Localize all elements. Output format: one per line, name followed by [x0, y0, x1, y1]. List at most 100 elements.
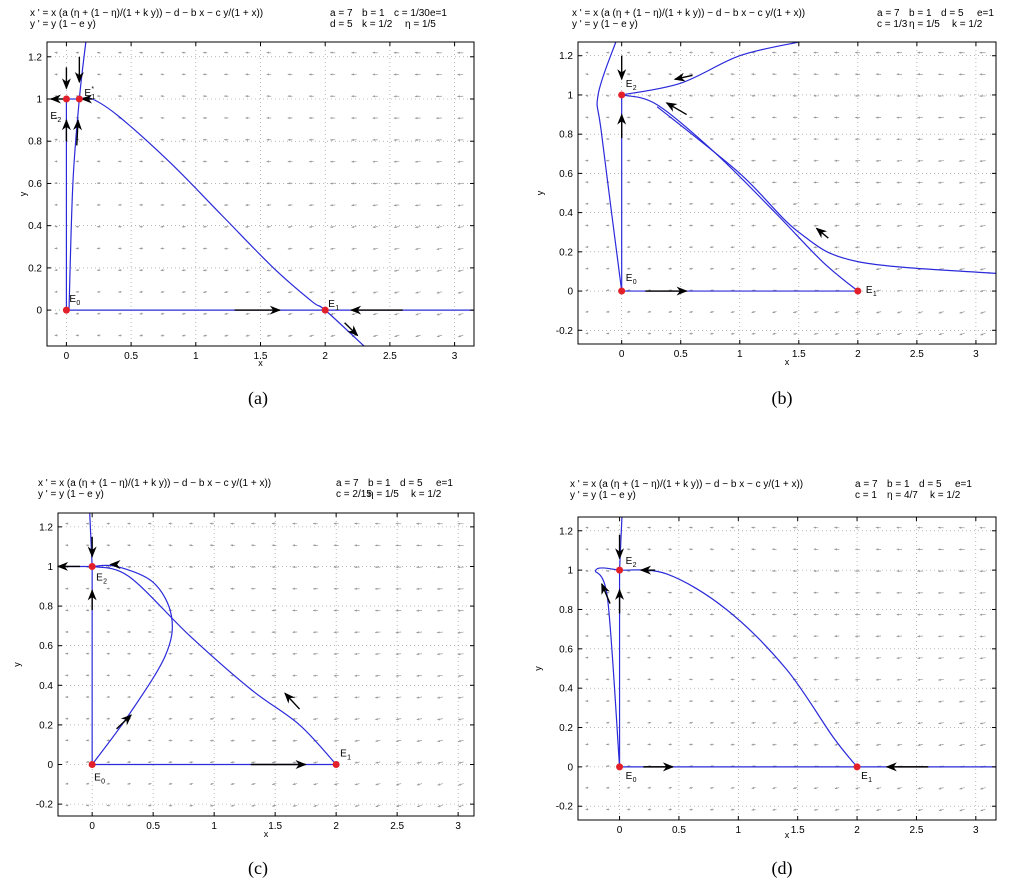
axis-ticks: 0 0.5 1 1.5 2 2.5 3 -0.2 0 0.2 0.4 0.6 0.8 1 1.2 [556, 42, 996, 360]
field-arrow [854, 700, 861, 703]
flow-arrows [49, 56, 403, 337]
field-arrow [224, 334, 229, 337]
grid [47, 42, 474, 346]
field-arrow [958, 246, 965, 249]
field-arrow [668, 332, 673, 335]
field-arrow [730, 310, 735, 314]
field-arrow [334, 804, 339, 807]
y-tick-label: 1.2 [559, 51, 573, 62]
field-arrow [457, 674, 464, 677]
field-arrow [436, 313, 443, 316]
field-arrow [834, 332, 840, 335]
field-arrow [792, 743, 798, 746]
field-arrow [958, 656, 965, 660]
field-arrow [230, 782, 235, 785]
field-arrow [266, 247, 272, 250]
field-arrow [245, 312, 250, 315]
field-arrow [896, 311, 903, 314]
field-arrow [958, 635, 965, 638]
field-arrow [730, 267, 735, 270]
field-arrow [313, 804, 319, 807]
field-arrow [372, 334, 379, 337]
field-arrow [189, 739, 194, 742]
equilibrium-label: E [626, 273, 633, 284]
field-arrow [375, 717, 381, 721]
field-arrow [181, 290, 186, 294]
equation-y: y ' = y (1 − e y) [572, 19, 638, 30]
field-arrow [875, 267, 882, 271]
field-arrow [245, 290, 250, 294]
x-tick-label: 2.5 [909, 825, 923, 836]
field-arrow [437, 739, 443, 743]
field-arrow [147, 782, 152, 785]
param-label: e=1 [955, 479, 972, 490]
y-tick-label: 1 [567, 566, 573, 577]
equilibrium-subscript: 0 [101, 779, 105, 786]
param-label: d = 5 [941, 8, 964, 19]
field-arrow [896, 808, 903, 811]
field-arrow [189, 804, 194, 807]
x-tick-label: 2 [322, 351, 328, 362]
x-tick-label: 2.5 [390, 821, 404, 832]
field-arrow [896, 678, 902, 681]
field-arrow [266, 312, 272, 315]
x-tick-label: 1 [736, 825, 742, 836]
field-arrow [139, 290, 144, 293]
field-arrow [896, 246, 903, 249]
equilibrium-point [618, 91, 626, 99]
y-tick-label: 0 [36, 306, 42, 317]
field-arrow [354, 804, 360, 807]
field-arrow [292, 782, 298, 786]
field-arrow [106, 804, 111, 807]
x-tick-label: 0.5 [124, 351, 138, 362]
field-arrow [393, 291, 400, 294]
x-tick-label: 1 [737, 349, 743, 360]
field-arrow [834, 224, 840, 227]
field-arrow [647, 808, 652, 811]
field-arrow [271, 717, 277, 721]
field-arrow [333, 739, 339, 742]
field-arrow [689, 808, 694, 811]
field-arrow [308, 269, 314, 272]
x-tick-label: 2.5 [910, 349, 924, 360]
field-arrow [855, 743, 861, 746]
field-arrow [251, 761, 256, 764]
field-arrow [457, 334, 464, 338]
field-arrow [772, 332, 777, 335]
param-label: η = 1/5 [909, 19, 940, 30]
equation-x: x ' = x (a (η + (1 − η)/(1 + k y)) − d −… [38, 478, 271, 489]
field-arrow [896, 787, 903, 790]
field-arrow [457, 761, 464, 764]
equilibrium-subscript: 0 [633, 279, 637, 286]
field-arrow [647, 786, 652, 789]
x-tick-label: 1.5 [792, 349, 806, 360]
field-arrow [457, 160, 464, 163]
y-tick-label: 0.6 [28, 179, 42, 190]
field-arrow [333, 717, 339, 721]
field-arrow [330, 225, 336, 229]
field-arrow [372, 182, 378, 185]
y-tick-label: -0.2 [556, 802, 574, 813]
field-arrow [896, 721, 903, 725]
field-arrow [333, 696, 339, 699]
x-axis-label: x [785, 830, 790, 840]
field-arrow [958, 203, 965, 206]
y-axis-label: y [12, 662, 22, 667]
field-arrow [230, 761, 235, 764]
field-arrow [312, 674, 319, 677]
field-arrow [395, 718, 402, 721]
field-arrow [959, 268, 965, 271]
field-arrow [626, 332, 631, 335]
field-arrow [209, 804, 215, 807]
field-arrow [266, 334, 272, 337]
field-arrow [834, 267, 840, 271]
field-arrow [896, 656, 902, 660]
field-arrow [351, 225, 357, 229]
field-arrow [395, 783, 402, 786]
param-label: d = 5 [400, 478, 423, 489]
field-arrow [585, 332, 589, 335]
field-arrow [854, 224, 861, 227]
field-arrow [375, 783, 381, 786]
field-arrow [292, 739, 298, 742]
